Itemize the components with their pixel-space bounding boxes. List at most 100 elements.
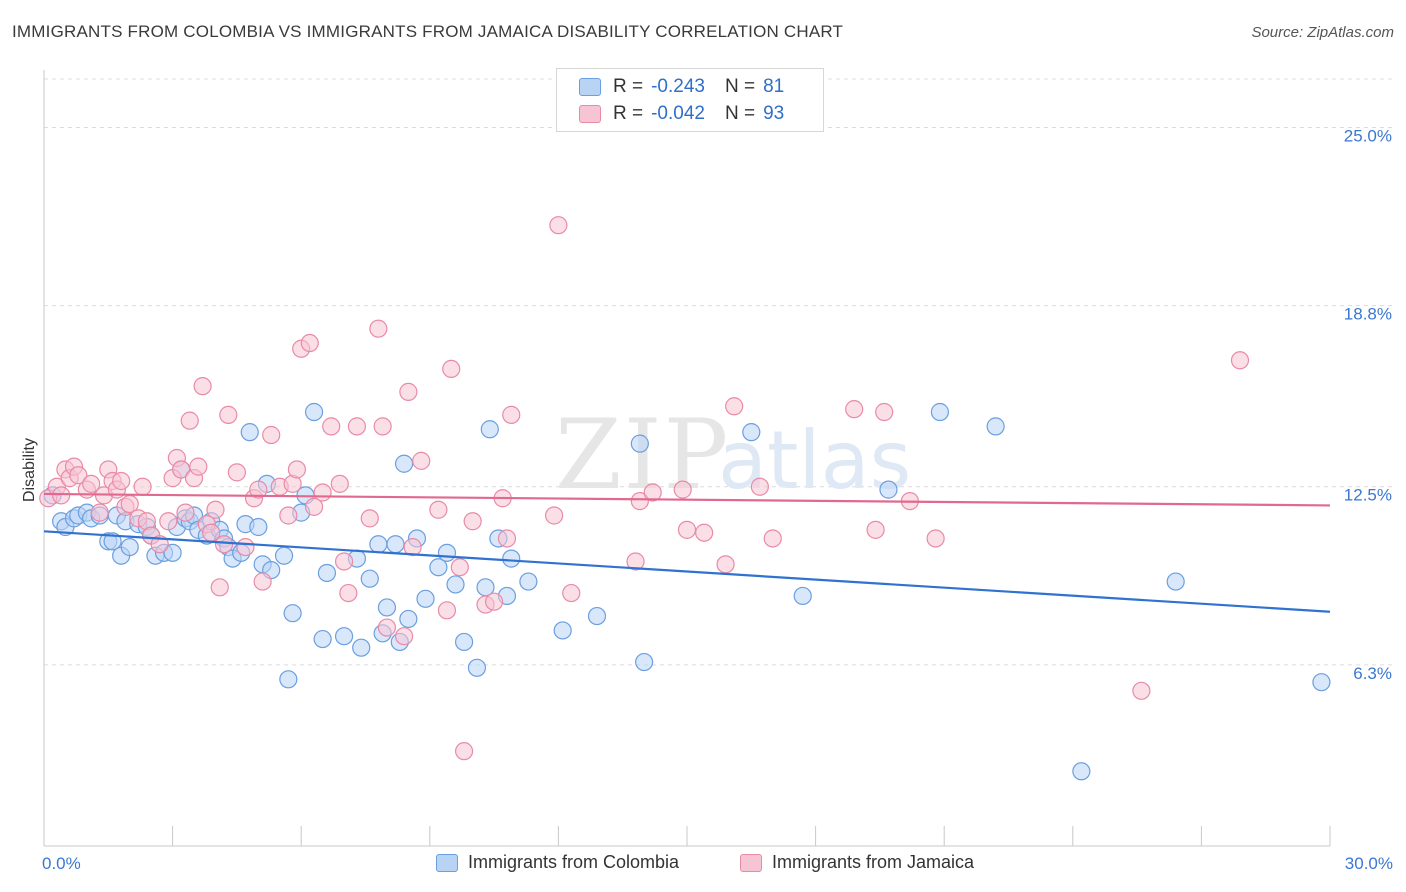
colombia-point: [437, 543, 457, 562]
colombia-point: [399, 609, 418, 629]
colombia-point: [446, 575, 465, 594]
jamaica-point: [725, 397, 744, 416]
jamaica-swatch-icon: [579, 105, 601, 123]
colombia-point: [454, 632, 474, 652]
colombia-point: [1312, 673, 1331, 692]
jamaica-point: [159, 512, 178, 531]
colombia-point: [519, 572, 538, 591]
x-tick-label: 30.0%: [1345, 854, 1393, 873]
n-label: N =: [724, 103, 756, 124]
jamaica-point: [373, 417, 392, 436]
jamaica-point: [360, 509, 379, 528]
n-value: 93: [763, 103, 785, 124]
colombia-point: [480, 420, 499, 439]
colombia-point: [304, 402, 324, 422]
jamaica-point: [866, 520, 885, 539]
legend-label: Immigrants from Colombia: [468, 852, 680, 872]
colombia-point: [930, 402, 950, 422]
jamaica-point: [313, 483, 332, 502]
legend-item-jamaica[interactable]: Immigrants from Jamaica: [740, 852, 974, 873]
jamaica-point: [369, 319, 388, 338]
jamaica-point: [249, 480, 268, 499]
jamaica-point: [347, 417, 367, 436]
colombia-point: [240, 423, 259, 442]
jamaica-point: [485, 592, 504, 611]
colombia-point: [1166, 572, 1185, 591]
jamaica-point: [403, 537, 422, 557]
jamaica-point: [875, 402, 894, 422]
colombia-point: [986, 417, 1005, 436]
legend-item-colombia[interactable]: Immigrants from Colombia: [436, 852, 679, 873]
chart-title: IMMIGRANTS FROM COLOMBIA VS IMMIGRANTS F…: [12, 22, 844, 41]
jamaica-point: [750, 477, 769, 496]
jamaica-point: [429, 500, 448, 519]
jamaica-point: [189, 457, 208, 476]
jamaica-point: [133, 477, 152, 496]
jamaica-point: [399, 382, 418, 401]
jamaica-point: [845, 400, 864, 419]
jamaica-point: [52, 486, 71, 505]
jamaica-legend-swatch-icon: [740, 853, 762, 872]
jamaica-point: [180, 411, 199, 430]
jamaica-point: [1132, 681, 1151, 700]
colombia-point: [793, 586, 812, 606]
jamaica-point: [304, 497, 324, 516]
colombia-point: [103, 532, 122, 551]
jamaica-point: [442, 359, 461, 379]
jamaica-point: [206, 500, 225, 519]
jamaica-point: [377, 618, 397, 637]
y-tick-label: 12.5%: [1344, 486, 1392, 505]
jamaica-point: [339, 583, 358, 603]
colombia-point: [274, 546, 294, 565]
r-label: R =: [613, 103, 644, 124]
jamaica-point: [330, 474, 349, 493]
jamaica-point: [549, 216, 568, 235]
colombia-point: [352, 638, 371, 657]
r-label: R =: [613, 76, 644, 97]
jamaica-point: [236, 537, 255, 557]
colombia-point: [279, 670, 298, 689]
jamaica-point: [322, 417, 341, 436]
y-tick-label: 18.8%: [1344, 305, 1392, 324]
stats-row-colombia: R = -0.243 N = 81: [557, 74, 784, 100]
n-label: N =: [724, 76, 756, 97]
jamaica-point: [334, 552, 354, 571]
jamaica-point: [279, 506, 298, 525]
colombia-legend-swatch-icon: [436, 853, 458, 872]
colombia-point: [394, 454, 414, 473]
jamaica-point: [214, 535, 234, 554]
colombia-point: [360, 569, 379, 588]
jamaica-point: [227, 463, 246, 482]
y-tick-label: 25.0%: [1344, 126, 1392, 145]
jamaica-point: [112, 471, 131, 491]
jamaica-point: [626, 552, 645, 571]
colombia-point: [249, 517, 268, 537]
colombia-point: [163, 543, 182, 562]
jamaica-point: [502, 405, 521, 424]
jamaica-trend-line: [43, 492, 1331, 507]
legend-label: Immigrants from Jamaica: [772, 852, 975, 872]
colombia-point: [317, 563, 337, 583]
colombia-point: [313, 629, 332, 649]
jamaica-point: [210, 578, 229, 597]
jamaica-point: [69, 466, 88, 485]
colombia-point: [742, 423, 761, 442]
jamaica-point: [677, 520, 697, 539]
jamaica-point: [926, 529, 945, 548]
jamaica-point: [695, 523, 714, 542]
colombia-point: [630, 434, 649, 453]
jamaica-point: [450, 558, 469, 577]
y-tick-label: 6.3%: [1353, 664, 1392, 683]
colombia-point: [587, 606, 607, 626]
jamaica-point: [253, 572, 272, 591]
jamaica-point: [497, 529, 517, 548]
colombia-point: [334, 627, 354, 646]
jamaica-point: [673, 480, 692, 499]
colombia-trend-line: [43, 530, 1331, 613]
jamaica-point: [437, 601, 457, 620]
jamaica-point: [630, 492, 649, 511]
jamaica-point: [262, 425, 281, 445]
colombia-swatch-icon: [579, 78, 601, 96]
jamaica-point: [300, 333, 319, 353]
